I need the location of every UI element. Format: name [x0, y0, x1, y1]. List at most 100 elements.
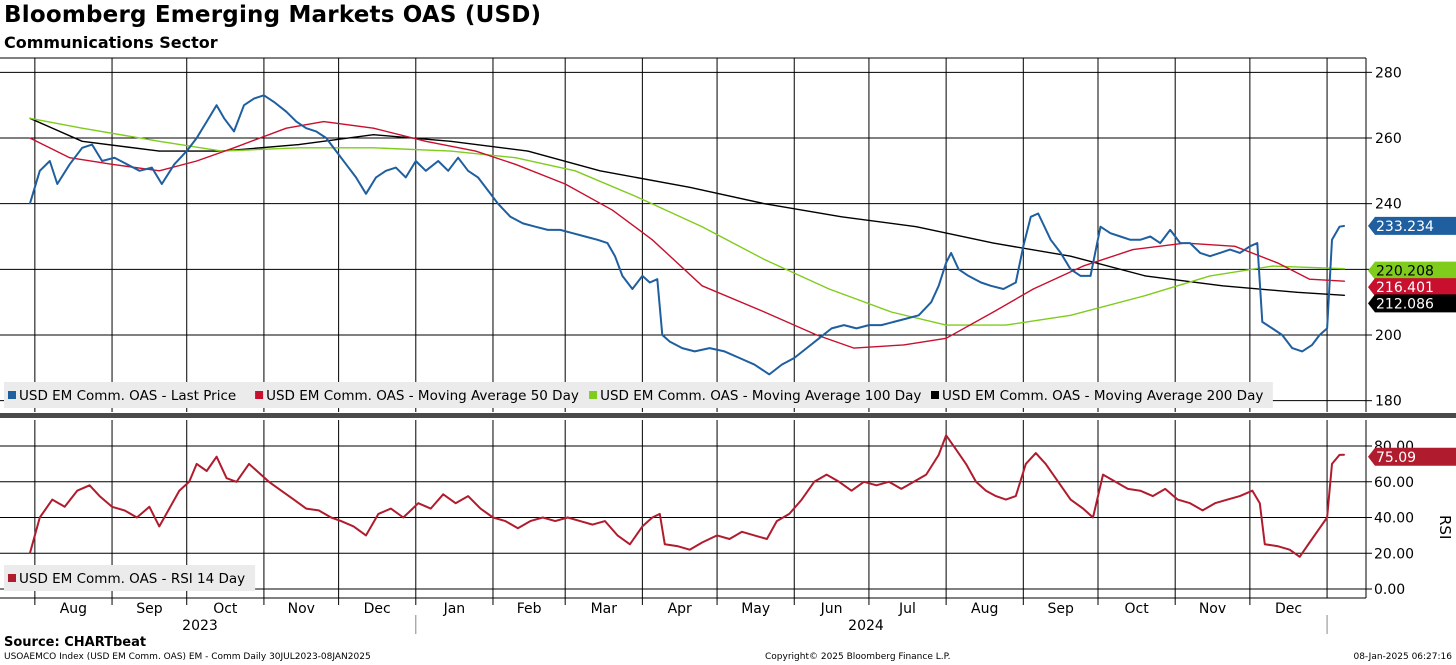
- data-point: [716, 534, 718, 537]
- data-point: [372, 127, 375, 129]
- data-point: [1082, 508, 1084, 510]
- data-point: [1082, 265, 1084, 267]
- data-point: [1301, 350, 1303, 352]
- x-month-label: Nov: [288, 601, 315, 617]
- rsi-legend: USD EM Comm. OAS - RSI 14 Day: [4, 565, 256, 591]
- legend-label: USD EM Comm. OAS - Moving Average 50 Day: [266, 388, 579, 404]
- data-point: [280, 490, 282, 492]
- data-point: [206, 121, 208, 123]
- data-point: [1127, 488, 1129, 490]
- x-month-label: Mar: [591, 601, 618, 617]
- data-point: [1132, 249, 1134, 251]
- data-point: [1015, 281, 1017, 284]
- main-series: [28, 94, 1346, 376]
- data-point: [1338, 454, 1341, 456]
- legend-bg: [4, 382, 1273, 408]
- data-point: [123, 509, 126, 511]
- data-point: [1219, 252, 1221, 254]
- data-point: [1002, 288, 1005, 290]
- data-point: [1030, 216, 1032, 218]
- data-point: [995, 495, 997, 497]
- data-point: [113, 157, 116, 159]
- data-point: [651, 239, 653, 241]
- data-point: [415, 160, 417, 162]
- data-point: [158, 150, 160, 152]
- data-point: [81, 147, 83, 149]
- series-line: [29, 120, 1345, 349]
- data-point: [826, 474, 828, 476]
- data-point: [99, 495, 101, 497]
- data-point: [305, 127, 307, 129]
- data-point: [447, 170, 449, 172]
- data-point: [353, 525, 355, 528]
- footer-copyright: Copyright© 2025 Bloomberg Finance L.P.: [765, 652, 951, 662]
- data-point: [405, 176, 407, 178]
- end-tag-bg: [1368, 261, 1456, 280]
- data-point: [1319, 334, 1321, 336]
- data-point: [831, 327, 833, 329]
- data-point: [372, 147, 375, 149]
- data-point: [111, 506, 113, 508]
- data-point: [1309, 541, 1311, 544]
- data-point: [925, 474, 927, 476]
- data-point: [206, 470, 208, 472]
- rsi-series: [28, 434, 1346, 558]
- data-point: [1251, 490, 1253, 492]
- y-tick-label: 240: [1375, 197, 1402, 213]
- data-point: [1037, 212, 1039, 215]
- data-point: [813, 481, 815, 483]
- data-point: [801, 499, 803, 501]
- data-point: [564, 183, 566, 185]
- data-point: [158, 170, 160, 172]
- data-point: [958, 268, 960, 270]
- data-point: [1229, 249, 1231, 251]
- data-point: [56, 183, 58, 185]
- data-point: [1060, 252, 1062, 254]
- footer-timestamp: 08-Jan-2025 06:27:16: [1353, 652, 1452, 662]
- data-point: [806, 347, 808, 349]
- data-point: [487, 189, 489, 192]
- data-point: [701, 541, 703, 544]
- end-tag-ma100: 220.208: [1368, 261, 1456, 280]
- data-point: [945, 337, 947, 339]
- data-point: [168, 508, 170, 510]
- data-point: [1343, 225, 1346, 227]
- data-point: [1015, 495, 1017, 497]
- data-point: [741, 531, 743, 533]
- data-point: [390, 508, 392, 510]
- data-point: [604, 520, 606, 522]
- end-tag-rsi: 75.09: [1368, 447, 1456, 466]
- data-point: [890, 311, 892, 313]
- end-tag-text: 75.09: [1376, 450, 1416, 466]
- x-axis-labels: Aug Sep Oct Nov Dec Jan Feb Mar Apr May Jun Jul Aug S…: [34, 598, 1328, 634]
- data-point: [69, 157, 71, 159]
- data-point: [1226, 499, 1229, 501]
- data-point: [39, 516, 41, 519]
- data-point: [91, 144, 93, 146]
- data-point: [425, 170, 427, 172]
- data-point: [233, 130, 235, 132]
- data-point: [196, 137, 198, 139]
- x-year-label: 2023: [182, 618, 218, 634]
- data-point: [980, 281, 982, 284]
- data-point: [614, 255, 616, 257]
- end-tag-last-price: 233.234: [1368, 216, 1456, 235]
- data-point: [992, 242, 995, 244]
- data-point: [273, 101, 275, 103]
- data-point: [136, 516, 138, 519]
- data-point: [457, 157, 459, 159]
- data-point: [945, 324, 947, 326]
- data-point: [838, 481, 840, 483]
- x-month-label: May: [741, 601, 770, 617]
- data-point: [178, 490, 180, 492]
- x-month-label: Sep: [136, 601, 163, 617]
- end-tag-bg: [1368, 278, 1456, 297]
- data-point: [641, 525, 644, 528]
- data-point: [151, 167, 153, 169]
- data-point: [1177, 499, 1179, 501]
- data-point: [1319, 527, 1321, 529]
- data-point: [965, 463, 967, 465]
- data-point: [766, 538, 768, 540]
- data-point: [875, 484, 878, 486]
- x-month-label: Aug: [60, 601, 87, 617]
